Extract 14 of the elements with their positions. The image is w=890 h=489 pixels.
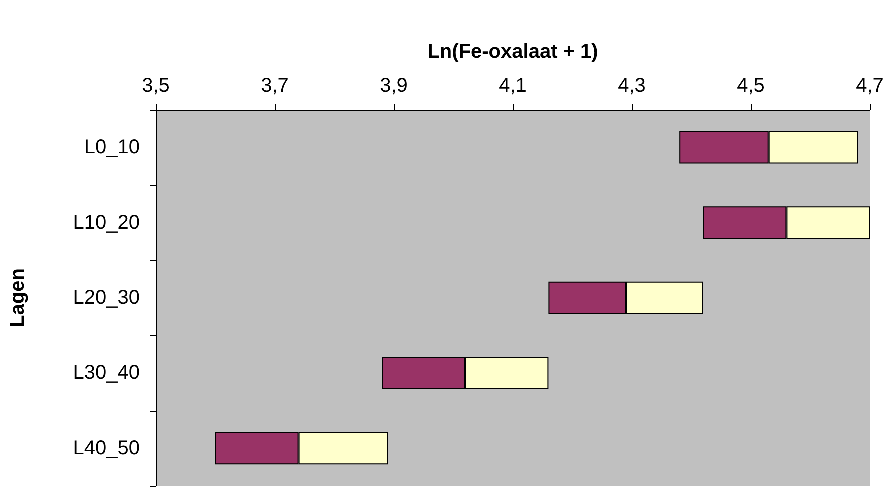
y-tick-label: L10_20 (73, 212, 140, 234)
x-tick-label: 4,7 (856, 75, 884, 97)
x-tick-label: 4,3 (618, 75, 646, 97)
x-tick-label: 3,9 (380, 75, 408, 97)
x-tick-label: 4,5 (737, 75, 765, 97)
x-axis-title: Ln(Fe-oxalaat + 1) (428, 41, 598, 63)
y-tick-label: L20_30 (73, 287, 140, 309)
x-tick-label: 3,7 (261, 75, 289, 97)
y-axis-title: Lagen (7, 268, 29, 328)
y-tick-label: L40_50 (73, 437, 140, 460)
x-tick-label: 3,5 (142, 75, 170, 97)
y-tick-label: L0_10 (84, 136, 140, 159)
x-tick-label: 4,1 (499, 75, 527, 97)
y-tick-label: L30_40 (73, 362, 140, 384)
